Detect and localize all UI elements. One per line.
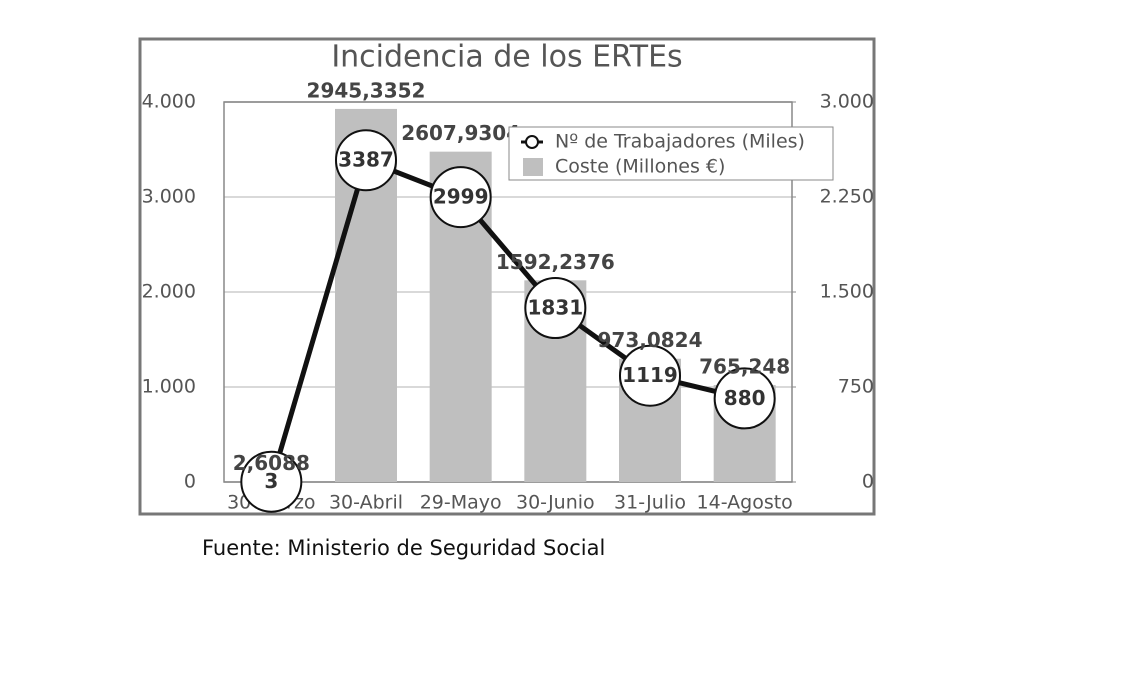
- y2-tick-label: 2.250: [820, 186, 874, 208]
- y2-tick-label: 750: [838, 376, 874, 398]
- x-tick-label: 14-Agosto: [697, 492, 793, 514]
- bar-value-label: 1592,2376: [496, 250, 615, 274]
- y-tick-label: 2.000: [142, 281, 196, 303]
- point-label: 1831: [527, 296, 583, 320]
- point-label: 3387: [338, 148, 394, 172]
- source-note: Fuente: Ministerio de Seguridad Social: [202, 536, 605, 560]
- x-tick-label: 30-Abril: [329, 492, 403, 514]
- y2-tick-label: 0: [862, 471, 874, 493]
- x-tick-label: 30-Junio: [516, 492, 595, 514]
- y-tick-label: 4.000: [142, 91, 196, 113]
- y-tick-label: 0: [184, 471, 196, 493]
- y-tick-label: 3.000: [142, 186, 196, 208]
- x-tick-label: 29-Mayo: [420, 492, 502, 514]
- point-label: 1119: [622, 363, 678, 387]
- chart-title: Incidencia de los ERTEs: [331, 40, 682, 75]
- bar-value-label: 2607,9304: [401, 121, 520, 145]
- bar-value-label: 2,6088: [233, 451, 310, 475]
- y2-tick-label: 3.000: [820, 91, 874, 113]
- x-tick-label: 31-Julio: [614, 492, 686, 514]
- y2-tick-label: 1.500: [820, 281, 874, 303]
- legend-label: Nº de Trabajadores (Miles): [555, 131, 805, 153]
- bar-value-label: 973,0824: [597, 328, 702, 352]
- legend-label: Coste (Millones €): [555, 156, 725, 178]
- point-label: 2999: [433, 185, 489, 209]
- bar-value-label: 765,248: [699, 355, 790, 379]
- bar-value-label: 2945,3352: [307, 78, 426, 102]
- legend-marker: [526, 136, 538, 148]
- legend-swatch: [523, 158, 543, 176]
- point-label: 880: [724, 386, 766, 410]
- y-tick-label: 1.000: [142, 376, 196, 398]
